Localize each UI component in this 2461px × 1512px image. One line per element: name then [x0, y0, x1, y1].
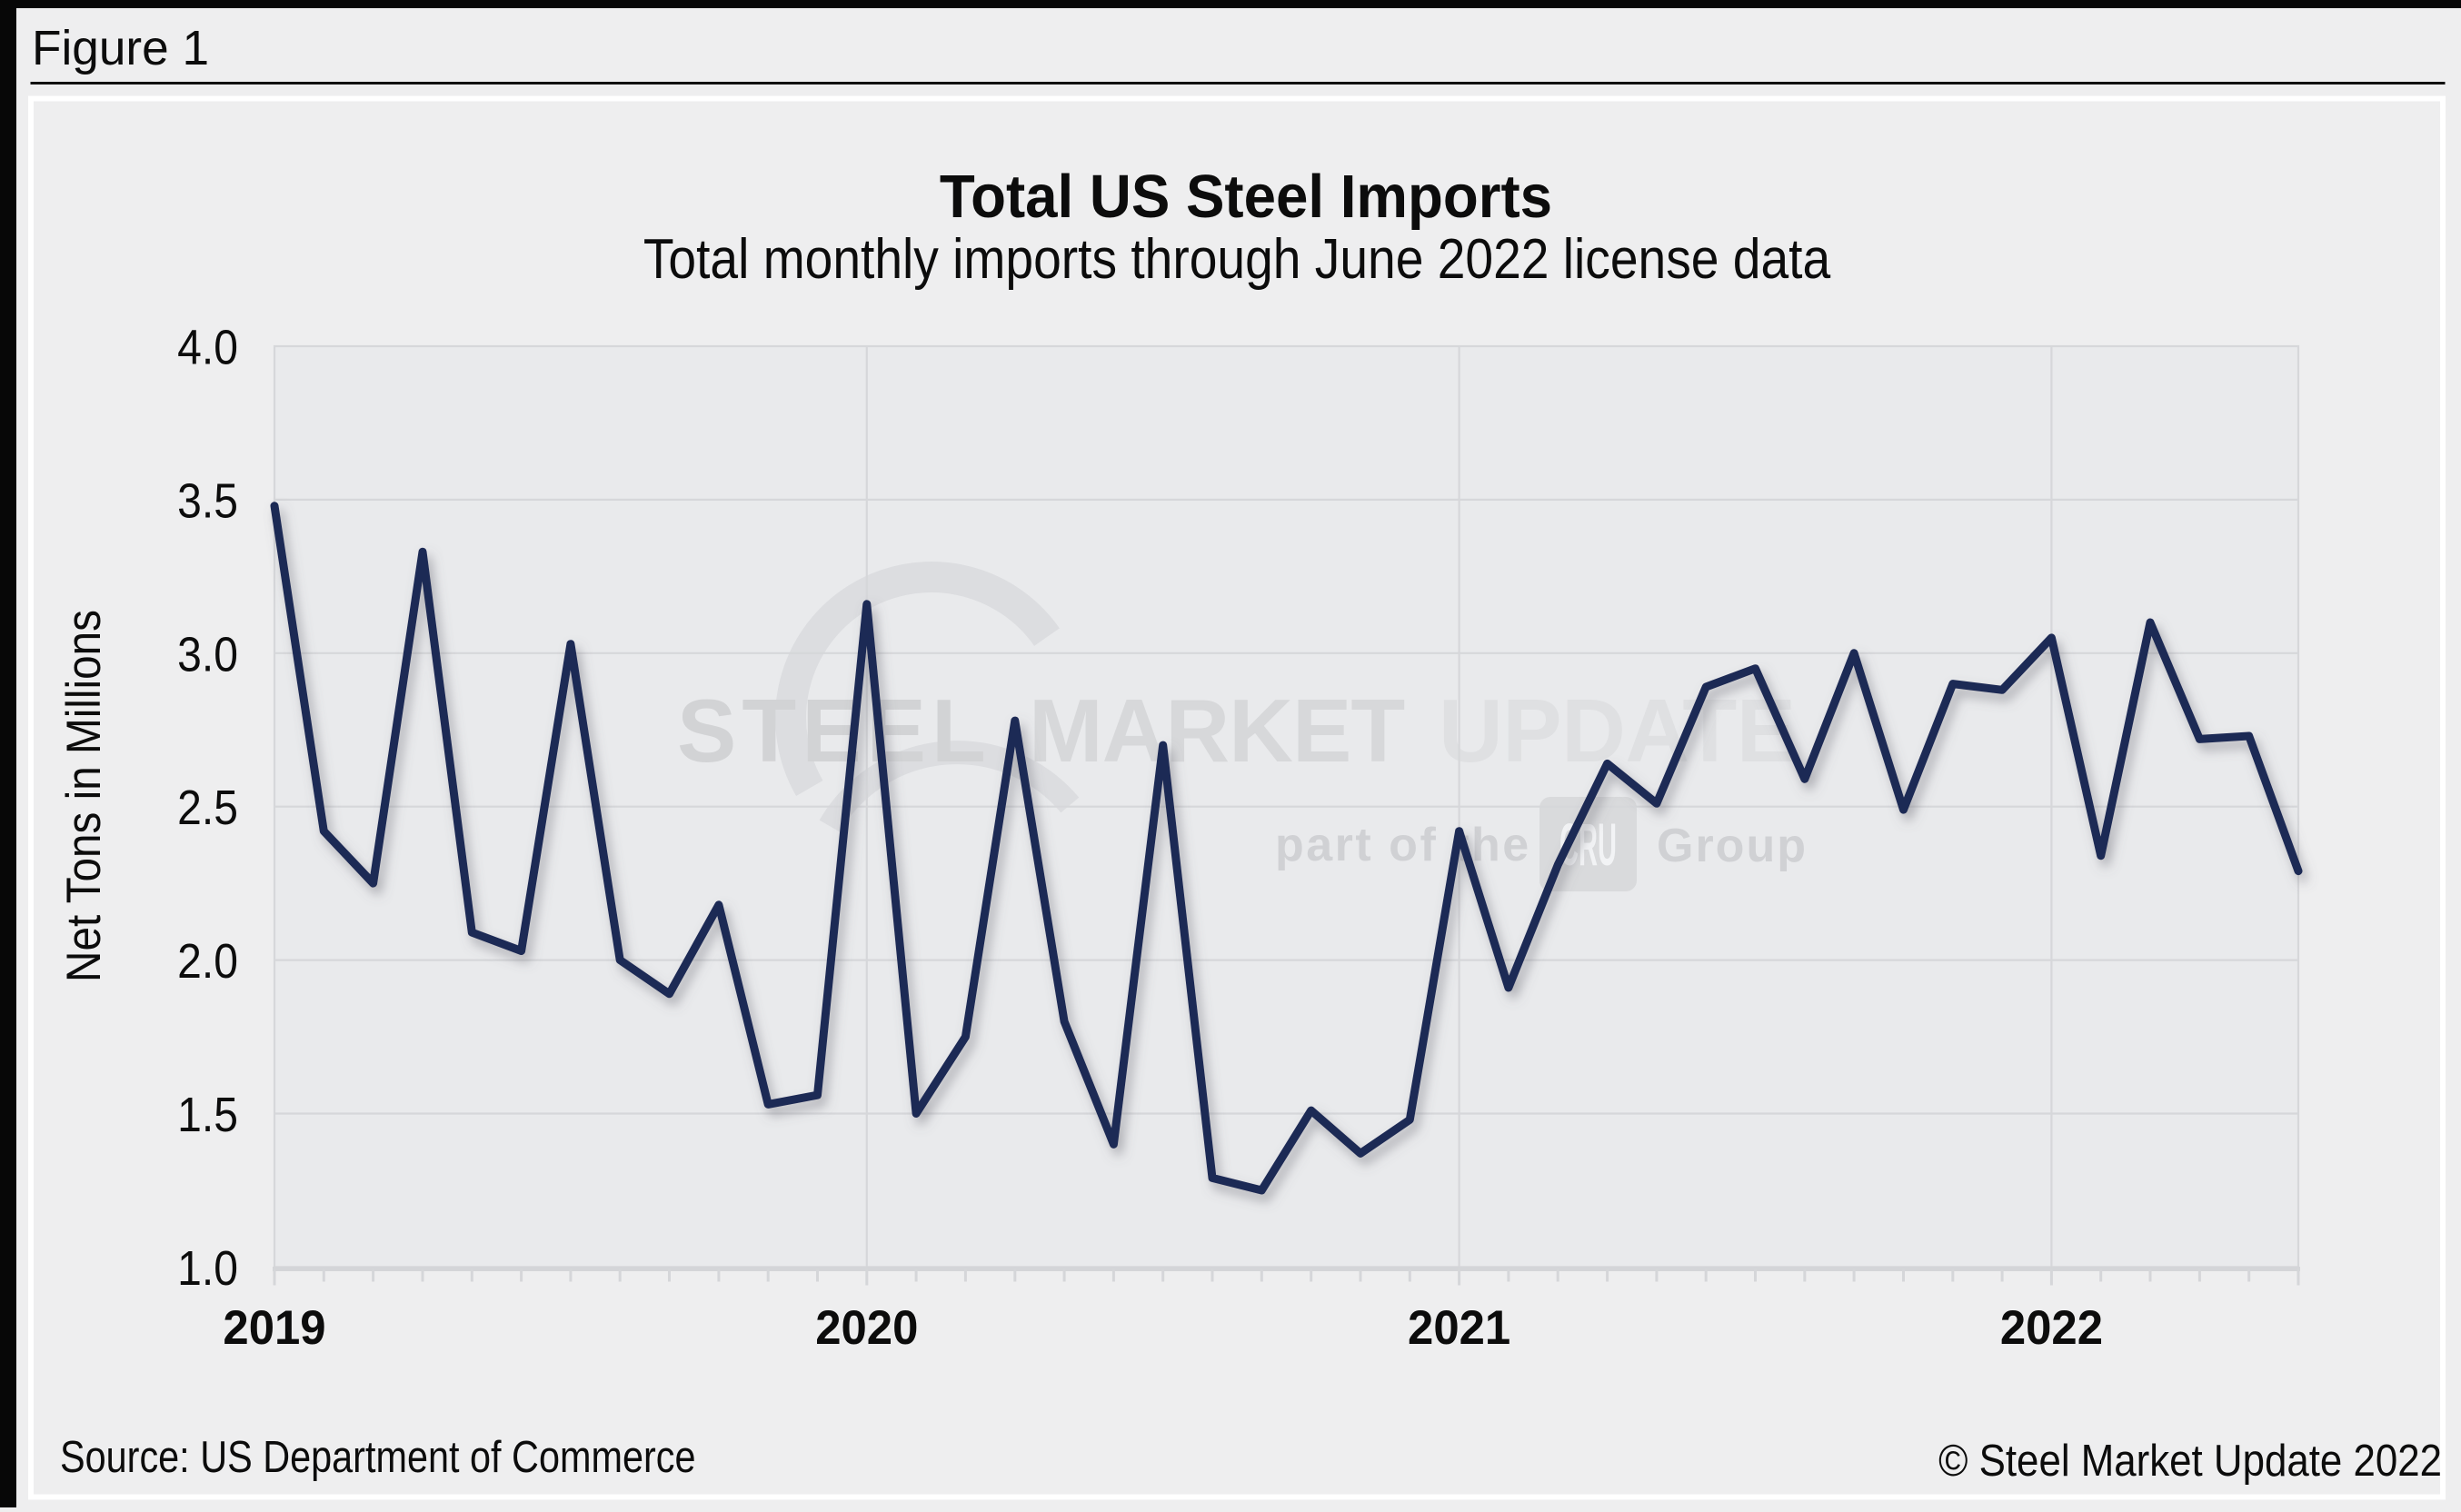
- svg-text:Net Tons in Millions: Net Tons in Millions: [56, 610, 111, 982]
- svg-text:2021: 2021: [1408, 1301, 1510, 1355]
- svg-text:1.5: 1.5: [177, 1087, 238, 1141]
- svg-text:2.5: 2.5: [177, 781, 238, 835]
- svg-text:Source: US Department of Comme: Source: US Department of Commerce: [60, 1432, 696, 1482]
- svg-text:Group: Group: [1657, 820, 1808, 872]
- svg-text:3.0: 3.0: [177, 627, 238, 681]
- svg-text:3.5: 3.5: [177, 473, 238, 528]
- svg-text:UPDATE: UPDATE: [1439, 681, 1796, 781]
- svg-text:2022: 2022: [2000, 1301, 2103, 1355]
- svg-text:2020: 2020: [815, 1301, 918, 1355]
- svg-text:MARKET: MARKET: [1029, 681, 1404, 781]
- svg-text:STEEL: STEEL: [677, 681, 991, 781]
- svg-text:Figure 1: Figure 1: [32, 21, 209, 75]
- svg-text:2019: 2019: [223, 1301, 325, 1355]
- svg-text:© Steel Market Update 2022: © Steel Market Update 2022: [1938, 1436, 2442, 1486]
- svg-text:part of the: part of the: [1275, 819, 1531, 871]
- svg-text:2.0: 2.0: [177, 934, 238, 989]
- svg-text:4.0: 4.0: [177, 320, 238, 374]
- svg-text:1.0: 1.0: [177, 1240, 238, 1295]
- svg-text:Total US Steel Imports: Total US Steel Imports: [940, 163, 1552, 231]
- svg-text:Total monthly imports through: Total monthly imports through June 2022 …: [643, 228, 1831, 291]
